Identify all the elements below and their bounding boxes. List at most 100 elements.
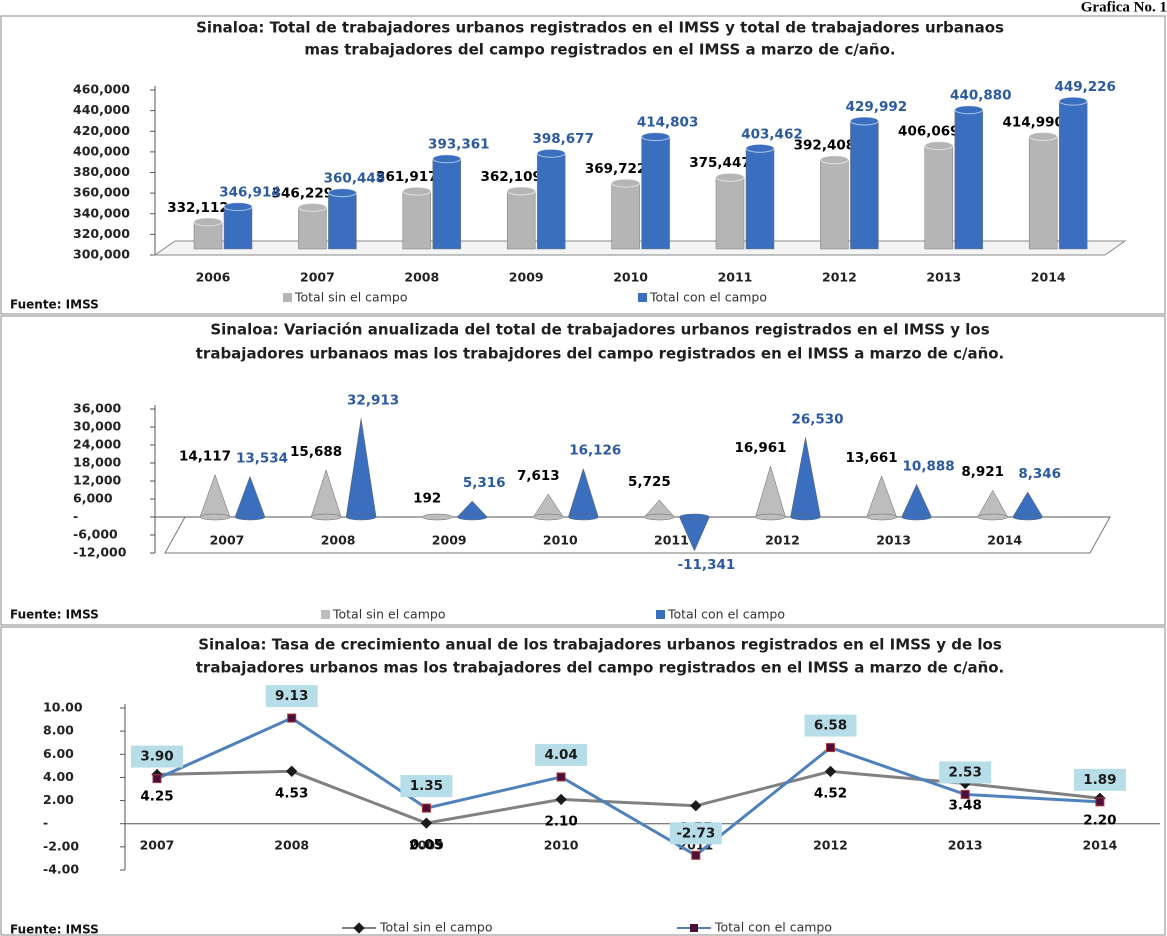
y-tick-label: 2.00 xyxy=(43,792,74,807)
data-label: 10,888 xyxy=(903,458,955,474)
x-tick-label: 2008 xyxy=(404,270,439,285)
x-tick-label: 2011 xyxy=(718,270,753,285)
y-tick-label: 8.00 xyxy=(43,723,74,738)
panel-border xyxy=(0,15,1166,315)
bar xyxy=(1028,136,1058,250)
source-note: Fuente: IMSS xyxy=(10,608,99,622)
data-label: 0.05 xyxy=(410,837,443,853)
y-tick-label: - xyxy=(73,509,78,524)
x-tick-label: 2011 xyxy=(654,533,689,548)
bar-top xyxy=(432,154,462,164)
data-label: 8,346 xyxy=(1018,466,1061,482)
data-label: 414,990 xyxy=(1002,114,1064,130)
page-header: Grafica No. 1 xyxy=(1081,0,1167,15)
cone xyxy=(901,483,932,518)
data-label: 8,921 xyxy=(961,464,1004,480)
cone-base xyxy=(310,513,342,521)
chart-title: Sinaloa: Variación anualizada del total … xyxy=(210,321,989,339)
x-tick-label: 2008 xyxy=(321,533,356,548)
data-label: 13,534 xyxy=(236,450,288,466)
data-label: 429,992 xyxy=(846,99,908,115)
y-tick-label: - xyxy=(43,815,48,830)
bar-top xyxy=(641,132,671,142)
data-label: 26,530 xyxy=(791,411,843,427)
cone-base xyxy=(199,513,231,521)
legend-label: Total sin el campo xyxy=(332,607,445,622)
data-label: 3.90 xyxy=(140,749,173,765)
cone xyxy=(532,493,564,518)
legend-swatch xyxy=(321,610,330,619)
cone-base xyxy=(345,513,377,521)
cone-base xyxy=(456,513,488,521)
cone-base xyxy=(977,513,1008,521)
cone-base xyxy=(421,513,453,521)
data-label: 16,126 xyxy=(569,443,621,459)
bar-top xyxy=(536,148,566,158)
data-label: 32,913 xyxy=(347,392,399,408)
y-tick-label: 300,000 xyxy=(73,247,130,262)
cone-base xyxy=(901,513,932,521)
cone xyxy=(1012,491,1044,518)
panel-border xyxy=(0,315,1166,626)
marker xyxy=(691,850,701,860)
bar-top xyxy=(924,141,954,151)
y-tick-label: 36,000 xyxy=(73,401,122,416)
bar xyxy=(820,159,849,250)
x-tick-label: 2008 xyxy=(274,838,309,853)
data-label: 392,408 xyxy=(794,138,856,154)
legend-label: Total sin el campo xyxy=(379,920,492,935)
data-label: 6.58 xyxy=(814,718,847,734)
data-label: 346,914 xyxy=(219,185,281,201)
data-label: 414,803 xyxy=(637,115,699,131)
label-box xyxy=(400,775,453,798)
bar-top xyxy=(402,186,432,196)
source-note: Fuente: IMSS xyxy=(10,298,99,312)
data-label: 192 xyxy=(413,490,441,506)
cone-base xyxy=(568,513,599,521)
data-label: -2.73 xyxy=(676,825,715,841)
marker xyxy=(690,800,702,812)
cone xyxy=(199,473,231,518)
data-label: 398,677 xyxy=(532,131,594,147)
bar-top xyxy=(819,155,849,165)
bar xyxy=(193,221,223,250)
x-tick-label: 2010 xyxy=(613,270,648,285)
data-label: 13,661 xyxy=(846,450,898,466)
cone xyxy=(234,475,266,518)
data-label: 2.10 xyxy=(544,813,577,829)
legend-swatch xyxy=(656,610,665,619)
bar-top xyxy=(193,217,223,227)
cone xyxy=(567,467,599,518)
data-label: 369,722 xyxy=(585,161,647,177)
legend-marker xyxy=(690,924,698,932)
legend-label: Total con el campo xyxy=(667,607,785,622)
bar-top xyxy=(297,202,327,212)
bar-top xyxy=(506,186,536,196)
y-tick-label: 4.00 xyxy=(43,769,74,784)
data-label: 2.53 xyxy=(949,764,982,780)
data-label: 16,961 xyxy=(734,440,786,456)
data-label: 1.35 xyxy=(410,778,443,794)
label-box xyxy=(804,714,857,737)
data-label: 361,917 xyxy=(376,169,438,185)
marker xyxy=(556,772,566,782)
y-tick-label: 18,000 xyxy=(73,455,122,470)
cone xyxy=(977,489,1009,518)
x-tick-label: 2006 xyxy=(196,270,231,285)
cone-base xyxy=(790,513,821,521)
y-tick-label: 12,000 xyxy=(73,473,122,488)
bar-top xyxy=(849,116,879,126)
data-label: 449,226 xyxy=(1054,79,1116,95)
bar xyxy=(506,190,536,250)
cone xyxy=(790,437,821,518)
x-tick-label: 2013 xyxy=(926,270,961,285)
cone-base xyxy=(644,513,675,521)
data-label: 393,361 xyxy=(428,137,490,153)
panel-border xyxy=(0,626,1166,936)
bar xyxy=(432,158,462,250)
cone-base xyxy=(755,513,786,521)
x-tick-label: 2009 xyxy=(432,533,467,548)
x-tick-label: 2010 xyxy=(544,838,579,853)
data-label: 7,613 xyxy=(517,468,560,484)
x-tick-label: 2007 xyxy=(140,838,175,853)
